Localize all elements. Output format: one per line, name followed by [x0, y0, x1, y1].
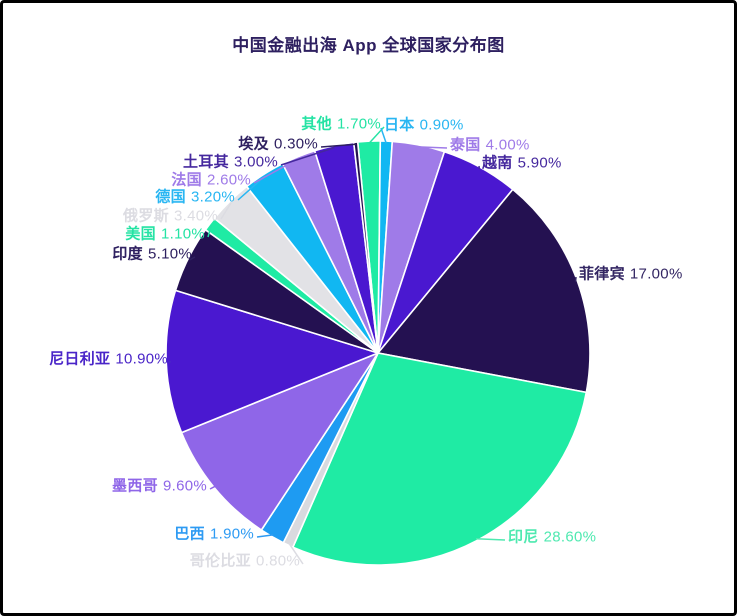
slice-label-name-indonesia: 印尼: [508, 528, 539, 546]
slice-label-japan: 日本 0.90%: [384, 114, 464, 135]
leader-line-france: [253, 157, 300, 184]
slice-label-value-mexico: 9.60%: [162, 477, 207, 495]
leader-line-usa: [207, 224, 213, 238]
slice-label-name-colombia: 哥伦比亚: [189, 552, 251, 570]
slice-label-value-other: 1.70%: [336, 115, 381, 133]
slice-label-india: 印度 5.10%: [112, 243, 192, 264]
chart-title: 中国金融出海 App 全球国家分布图: [232, 36, 505, 55]
leader-line-russia: [220, 202, 232, 220]
pie-slice-nigeria: [165, 289, 379, 434]
leader-line-egypt: [320, 143, 356, 148]
slice-label-other: 其他 1.70%: [301, 113, 381, 134]
leader-line-colombia: [288, 542, 304, 565]
slice-label-germany: 德国 3.20%: [155, 186, 235, 207]
slice-label-indonesia: 印尼 28.60%: [508, 526, 596, 547]
slice-label-egypt: 埃及 0.30%: [238, 133, 318, 154]
leader-line-mexico: [209, 485, 216, 490]
slice-label-name-usa: 美国: [125, 225, 156, 243]
slice-label-turkey: 土耳其 3.00%: [183, 151, 278, 172]
slice-label-name-turkey: 土耳其: [183, 153, 229, 171]
slice-label-value-indonesia: 28.60%: [543, 528, 597, 546]
slice-label-value-philippines: 17.00%: [629, 265, 683, 283]
slice-label-value-japan: 0.90%: [419, 116, 464, 134]
slice-label-name-mexico: 墨西哥: [112, 477, 158, 495]
leader-line-japan: [380, 127, 387, 144]
slice-label-brazil: 巴西 1.90%: [174, 523, 254, 544]
pie-slice-egypt: [352, 141, 379, 354]
slice-label-vietnam: 越南 5.90%: [482, 152, 562, 173]
slice-label-colombia: 哥伦比亚 0.80%: [190, 550, 300, 571]
slice-label-russia: 俄罗斯 3.40%: [123, 205, 218, 226]
slice-label-name-thailand: 泰国: [450, 136, 481, 154]
slice-label-value-germany: 3.20%: [190, 188, 235, 206]
slice-label-name-other: 其他: [301, 115, 332, 133]
slice-label-name-japan: 日本: [384, 116, 415, 134]
leader-line-philippines: [574, 276, 577, 282]
slice-label-name-egypt: 埃及: [238, 135, 269, 153]
slice-label-value-brazil: 1.90%: [209, 525, 254, 543]
slice-label-value-india: 5.10%: [147, 245, 192, 263]
slice-label-name-nigeria: 尼日利亚: [49, 350, 111, 368]
slice-label-name-brazil: 巴西: [174, 525, 205, 543]
leader-line-thailand: [418, 146, 448, 149]
slice-label-france: 法国 2.60%: [171, 169, 251, 190]
slice-label-value-nigeria: 10.90%: [115, 350, 168, 368]
slice-label-value-vietnam: 5.90%: [517, 154, 562, 172]
slice-label-nigeria: 尼日利亚 10.90%: [49, 348, 168, 369]
slice-label-value-usa: 1.10%: [160, 225, 205, 243]
slice-label-name-philippines: 菲律宾: [579, 265, 625, 283]
slice-label-thailand: 泰国 4.00%: [450, 134, 530, 155]
slice-label-name-russia: 俄罗斯: [123, 207, 169, 225]
pie-svg: [165, 126, 591, 566]
slice-label-value-russia: 3.40%: [173, 207, 218, 225]
leader-line-india: [189, 256, 196, 261]
slice-label-name-france: 法国: [171, 171, 202, 189]
slice-label-name-vietnam: 越南: [482, 154, 513, 172]
slice-label-value-turkey: 3.00%: [233, 153, 278, 171]
slice-label-mexico: 墨西哥 9.60%: [112, 475, 207, 496]
slice-label-value-egypt: 0.30%: [273, 135, 318, 153]
slice-label-value-thailand: 4.00%: [485, 136, 530, 154]
pie-chart: 其他 1.70% 日本 0.90% 泰国 4.00% 越南 5.90% 菲律宾 17.00% 印尼 2…: [3, 3, 734, 613]
pie-slice-philippines: [377, 188, 591, 394]
leader-line-brazil: [256, 534, 274, 538]
slice-label-value-france: 2.60%: [206, 171, 251, 189]
leader-line-indonesia: [475, 537, 506, 541]
slice-label-usa: 美国 1.10%: [125, 223, 205, 244]
slice-label-name-india: 印度: [112, 245, 143, 263]
slice-label-value-colombia: 0.80%: [255, 552, 300, 570]
slice-label-name-germany: 德国: [155, 188, 186, 206]
pie-slice-indonesia: [292, 352, 588, 566]
slice-label-philippines: 菲律宾 17.00%: [579, 263, 683, 284]
leader-line-turkey: [280, 146, 335, 166]
